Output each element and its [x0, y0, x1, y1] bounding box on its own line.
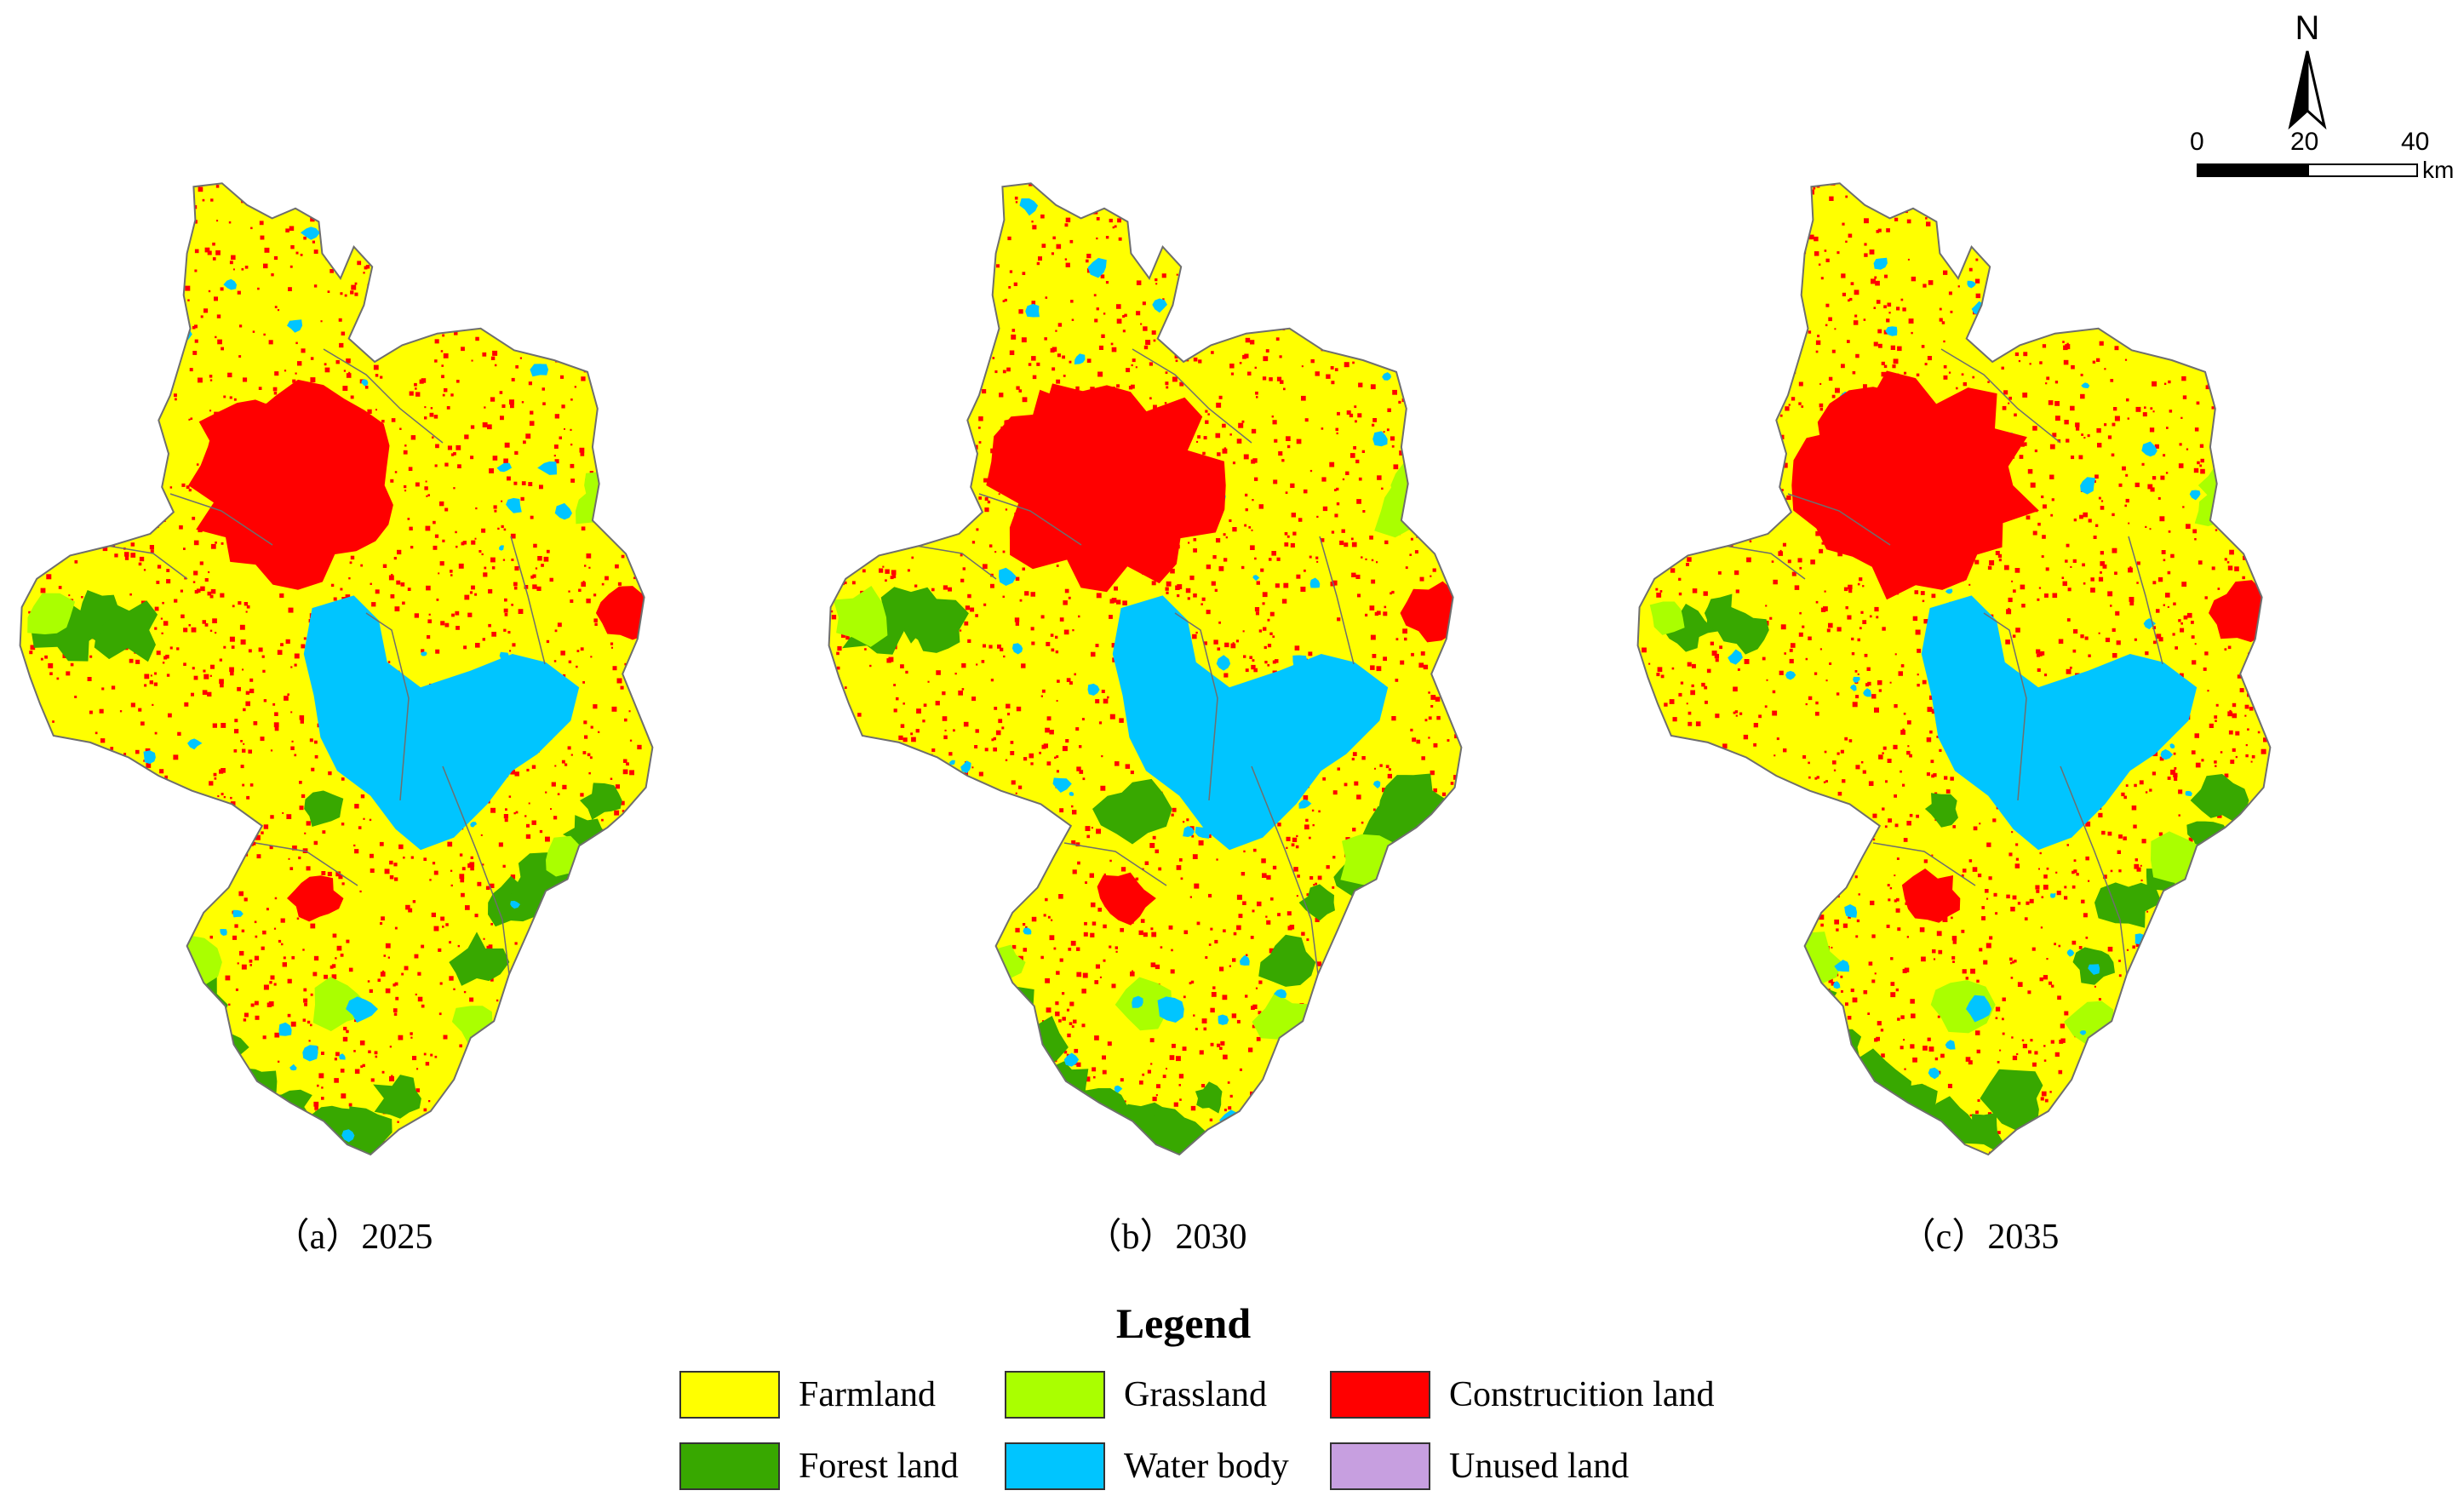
district-boundary	[1132, 348, 1252, 444]
forest-patch	[1195, 1081, 1223, 1114]
grassland-patch	[833, 586, 888, 647]
district-boundary	[255, 842, 358, 886]
scale-tick-20: 20	[2290, 128, 2319, 156]
forest-patch	[373, 1075, 421, 1119]
grassland-patch	[1115, 977, 1172, 1031]
district-boundary	[323, 348, 444, 444]
caption-2035: （c）2035	[1900, 1218, 2060, 1257]
district-boundary	[101, 544, 188, 580]
scale-unit: km	[2422, 157, 2455, 183]
land-use-map	[19, 182, 654, 1156]
caption-2025: （a）2025	[273, 1218, 433, 1257]
forest-patch	[1961, 1112, 2004, 1151]
north-arrow-icon: N	[2288, 9, 2327, 130]
forest-patch	[580, 783, 622, 820]
district-boundary	[910, 544, 997, 580]
district-boundary	[510, 536, 546, 665]
district-boundary	[365, 612, 410, 801]
district-boundary	[1719, 544, 1806, 580]
forest-patch	[1092, 778, 1172, 845]
district-boundary	[1251, 765, 1321, 989]
legend-label: Water body	[1124, 1447, 1289, 1486]
forest-patch	[1980, 1069, 2043, 1132]
legend-swatch	[1330, 1442, 1430, 1490]
legend-swatch	[1005, 1442, 1105, 1490]
study-area-outline	[19, 182, 654, 1156]
district-boundary	[1872, 842, 1976, 886]
legend-item-water-body: Water body	[1005, 1442, 1289, 1490]
forest-patch	[449, 932, 510, 986]
district-boundary	[2128, 536, 2163, 665]
lake	[1921, 595, 2198, 851]
grassland-patch	[1340, 834, 1410, 887]
forest-patch	[2094, 882, 2162, 928]
land-use-map	[1636, 182, 2272, 1156]
map-panel-2035	[1618, 153, 2299, 1201]
legend-label: Construcition land	[1449, 1375, 1715, 1414]
lake	[1112, 595, 1389, 851]
forest-patch	[1069, 1088, 1128, 1132]
legend-item-construction-land: Construcition land	[1330, 1371, 1714, 1419]
forest-patch	[1716, 608, 1769, 655]
district-boundary	[1983, 612, 2027, 801]
forest-patch	[1258, 934, 1316, 987]
forest-patch	[304, 790, 344, 827]
legend-item-farmland: Farmland	[679, 1371, 936, 1419]
forest-patch	[1924, 793, 1958, 828]
caption-2030: （b）2030	[1086, 1218, 1247, 1257]
forest-patch	[1663, 604, 1715, 652]
legend-label: Unused land	[1449, 1447, 1630, 1486]
legend-label: Farmland	[799, 1375, 936, 1414]
forest-patch	[1821, 1028, 1862, 1069]
lake	[303, 595, 580, 851]
legend-swatch	[1330, 1371, 1430, 1419]
map-panel-2030	[809, 153, 1490, 1201]
study-area-outline	[1636, 182, 2272, 1156]
study-area-outline	[828, 182, 1463, 1156]
legend-item-forest-land: Forest land	[679, 1442, 959, 1490]
scale-tick-0: 0	[2190, 128, 2204, 156]
grassland-patch	[1649, 601, 1685, 635]
forest-patch	[971, 984, 1034, 1039]
district-boundary	[2060, 765, 2129, 989]
district-boundary	[1063, 842, 1167, 886]
forest-patch	[1877, 1083, 1938, 1128]
grassland-patch	[27, 593, 76, 634]
forest-patch	[1796, 983, 1837, 1031]
land-use-map	[828, 182, 1463, 1156]
district-boundary	[1940, 348, 2061, 444]
district-boundary	[1787, 493, 1891, 546]
forest-patch	[334, 1106, 393, 1155]
forest-patch	[234, 1068, 278, 1101]
legend-swatch	[1005, 1371, 1105, 1419]
district-boundary	[1319, 536, 1355, 665]
forest-patch	[2190, 774, 2249, 823]
forest-patch	[903, 599, 969, 653]
scale-bar: 0 20 40 km	[2180, 128, 2461, 196]
forest-patch	[94, 600, 158, 662]
scale-tick-40: 40	[2401, 128, 2430, 156]
district-boundary	[978, 493, 1082, 546]
legend-label: Forest land	[799, 1447, 959, 1486]
legend-title: Legend	[1115, 1299, 1252, 1347]
legend-swatch	[679, 1442, 780, 1490]
district-boundary	[169, 493, 273, 546]
scale-bar-white-segment	[2307, 163, 2418, 177]
map-panel-2025	[0, 153, 681, 1201]
district-boundary	[442, 765, 512, 989]
north-arrow: N	[2265, 7, 2350, 135]
district-boundary	[1174, 612, 1218, 801]
north-label: N	[2295, 9, 2320, 47]
legend-item-unused-land: Unused land	[1330, 1442, 1629, 1490]
legend-item-grassland: Grassland	[1005, 1371, 1267, 1419]
scale-bar-black-segment	[2197, 163, 2309, 177]
legend-label: Grassland	[1124, 1375, 1267, 1414]
legend-swatch	[679, 1371, 780, 1419]
